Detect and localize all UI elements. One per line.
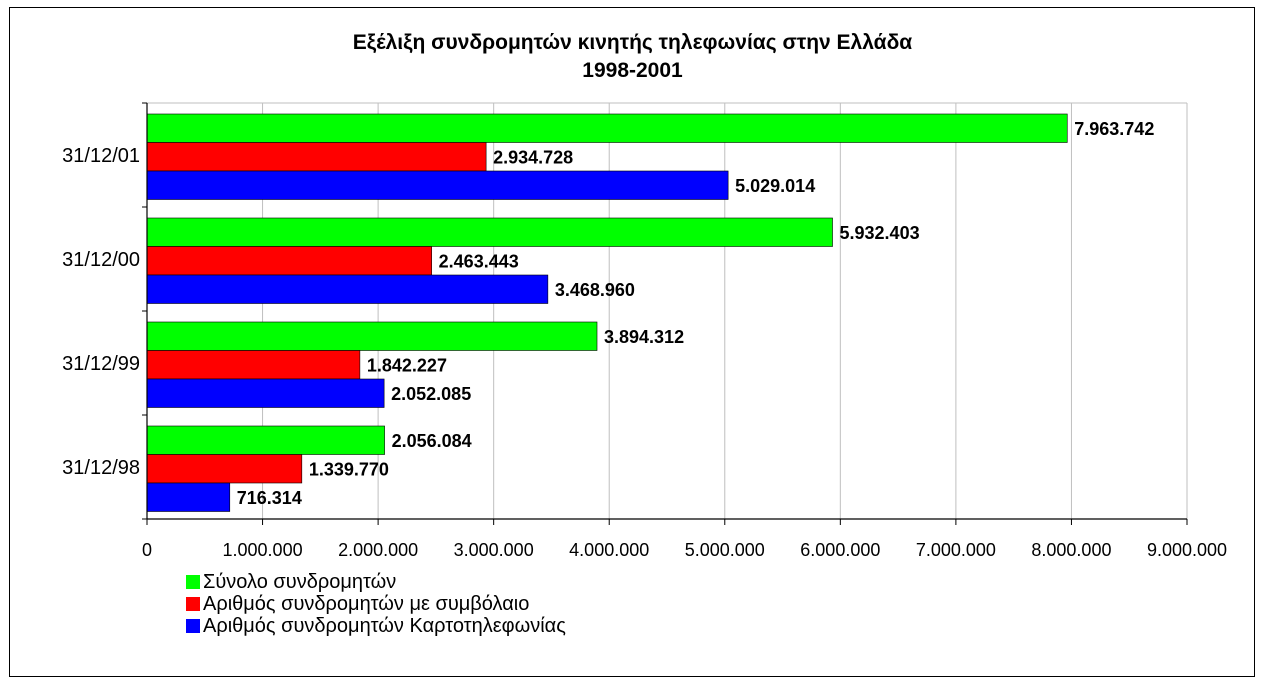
bar-31-12-00-s1 xyxy=(146,246,432,276)
bar-31-12-01-s1 xyxy=(146,142,487,172)
bar-31-12-01-s2 xyxy=(146,170,729,200)
legend-label-total: Σύνολο συνδρομητών xyxy=(203,570,397,593)
bar-31-12-01-s0 xyxy=(146,113,1068,143)
bar-31-12-98-s0 xyxy=(146,425,385,455)
x-tick-label: 7.000.000 xyxy=(916,540,996,560)
data-label: 3.468.960 xyxy=(555,280,635,300)
data-label: 2.463.443 xyxy=(439,251,519,271)
category-label: 31/12/98 xyxy=(62,457,140,479)
chart-subtitle: 1998-2001 xyxy=(582,59,683,82)
data-label: 2.934.728 xyxy=(493,147,573,167)
data-label: 5.029.014 xyxy=(735,176,815,196)
x-tick-label: 2.000.000 xyxy=(338,540,418,560)
legend-label-contract: Αριθμός συνδρομητών με συμβόλαιο xyxy=(203,592,530,615)
bar-31-12-99-s1 xyxy=(146,350,361,380)
chart-legend: Σύνολο συνδρομητών Αριθμός συνδρομητών μ… xyxy=(186,571,566,637)
legend-swatch-prepaid xyxy=(186,619,200,633)
chart-title: Εξέλιξη συνδρομητών κινητής τηλεφωνίας σ… xyxy=(352,31,913,54)
legend-item-contract: Αριθμός συνδρομητών με συμβόλαιο xyxy=(186,593,566,615)
category-label: 31/12/99 xyxy=(62,353,140,375)
x-tick-label: 1.000.000 xyxy=(223,540,303,560)
bar-31-12-00-s0 xyxy=(146,217,833,247)
bar-31-12-00-s2 xyxy=(146,274,549,304)
x-tick-label: 8.000.000 xyxy=(1031,540,1111,560)
bar-31-12-99-s2 xyxy=(146,378,385,408)
legend-item-total: Σύνολο συνδρομητών xyxy=(186,571,566,593)
data-label: 1.339.770 xyxy=(309,459,389,479)
legend-swatch-total xyxy=(186,575,200,589)
category-label: 31/12/00 xyxy=(62,249,140,271)
data-label: 2.056.084 xyxy=(392,431,472,451)
x-tick-label: 9.000.000 xyxy=(1147,540,1227,560)
x-tick-label: 6.000.000 xyxy=(800,540,880,560)
data-label: 3.894.312 xyxy=(604,327,684,347)
bar-31-12-98-s2 xyxy=(146,482,231,512)
legend-item-prepaid: Αριθμός συνδρομητών Καρτοτηλεφωνίας xyxy=(186,615,566,637)
category-label: 31/12/01 xyxy=(62,145,140,167)
x-tick-label: 4.000.000 xyxy=(569,540,649,560)
data-label: 5.932.403 xyxy=(840,223,920,243)
bar-31-12-99-s0 xyxy=(146,321,598,351)
x-tick-label: 0 xyxy=(142,540,152,560)
data-label: 7.963.742 xyxy=(1074,119,1154,139)
data-label: 2.052.085 xyxy=(391,384,471,404)
data-label: 1.842.227 xyxy=(367,355,447,375)
bar-31-12-98-s1 xyxy=(146,454,303,484)
legend-swatch-contract xyxy=(186,597,200,611)
legend-label-prepaid: Αριθμός συνδρομητών Καρτοτηλεφωνίας xyxy=(203,614,566,637)
x-tick-label: 5.000.000 xyxy=(685,540,765,560)
x-tick-label: 3.000.000 xyxy=(454,540,534,560)
data-label: 716.314 xyxy=(237,488,302,508)
